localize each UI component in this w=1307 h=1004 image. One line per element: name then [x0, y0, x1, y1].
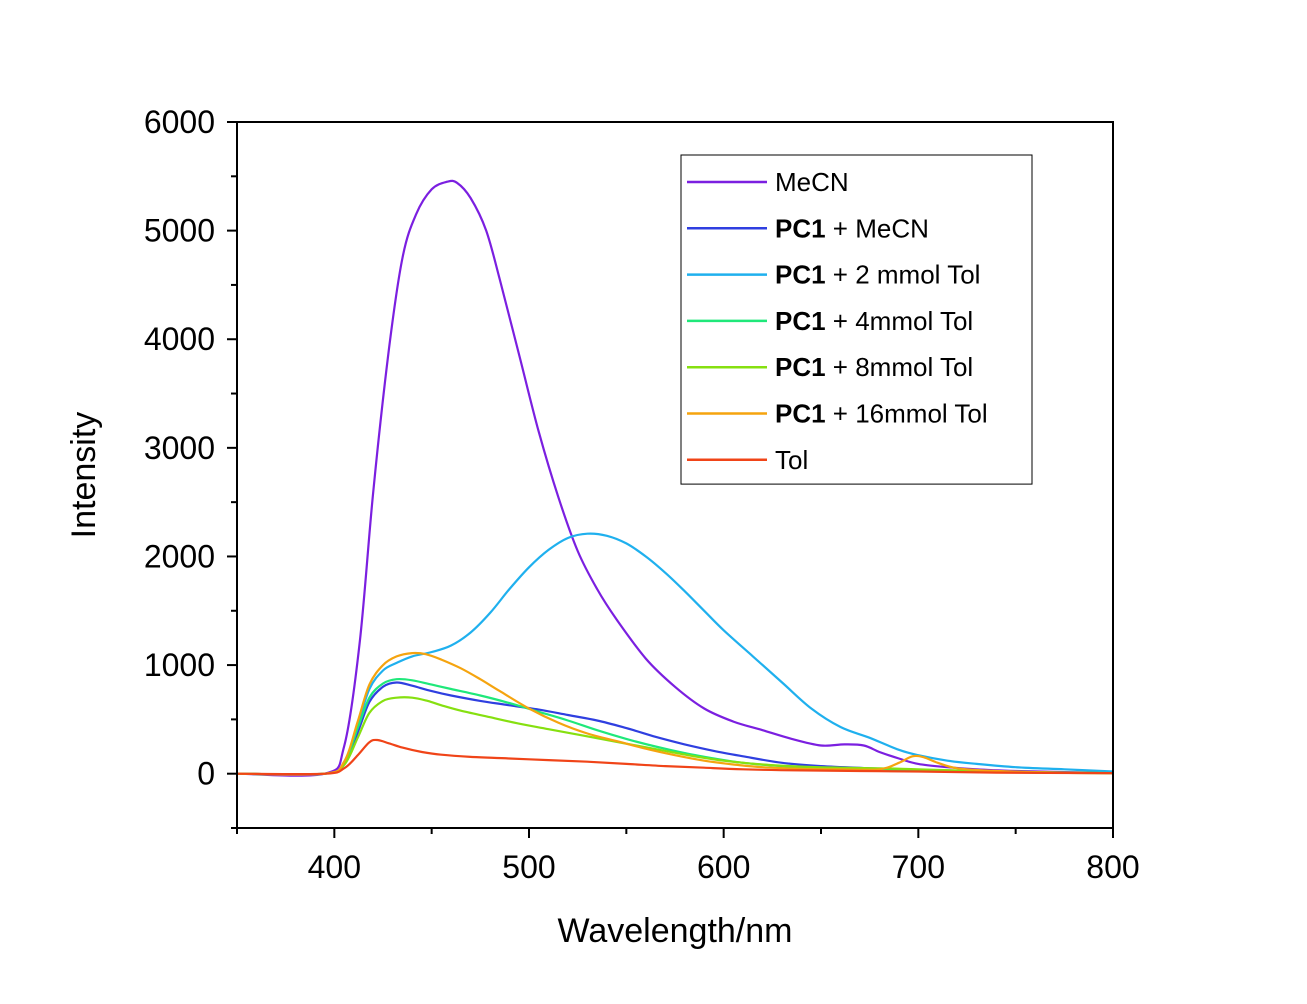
- x-axis-title: Wavelength/nm: [558, 912, 793, 950]
- series-line-2: [236, 532, 1114, 776]
- series-line-1: [236, 681, 1114, 776]
- legend-label-text: MeCN: [775, 167, 849, 197]
- x-tick-label: 400: [308, 849, 361, 885]
- legend-label-text: + 8mmol Tol: [826, 352, 974, 382]
- legend-label-text: + 16mmol Tol: [826, 399, 988, 429]
- legend-label-3: PC1 + 4mmol Tol: [775, 306, 973, 336]
- legend-label-bold: PC1: [775, 306, 826, 336]
- legend-label-text: + 2 mmol Tol: [826, 260, 981, 290]
- y-axis-title: Intensity: [65, 412, 103, 539]
- legend-label-4: PC1 + 8mmol Tol: [775, 352, 973, 382]
- y-tick-label: 1000: [144, 647, 215, 683]
- legend-label-text: + MeCN: [826, 213, 929, 243]
- legend-label-bold: PC1: [775, 352, 826, 382]
- x-tick-label: 800: [1086, 849, 1139, 885]
- legend-label-bold: PC1: [775, 213, 826, 243]
- x-tick-label: 500: [502, 849, 555, 885]
- series-line-4: [236, 696, 1114, 776]
- y-tick-label: 0: [197, 756, 215, 792]
- series-layer: [236, 179, 1114, 777]
- series-line-6: [236, 738, 1114, 776]
- legend-box: [680, 154, 1033, 485]
- legend-label-bold: PC1: [775, 399, 826, 429]
- legend-label-6: Tol: [775, 445, 808, 475]
- legend-label-text: + 4mmol Tol: [826, 306, 974, 336]
- y-tick-label: 6000: [144, 104, 215, 140]
- plot-frame: [236, 121, 1114, 829]
- y-tick-label: 2000: [144, 538, 215, 574]
- legend-label-2: PC1 + 2 mmol Tol: [775, 260, 980, 290]
- y-axis-ticks: 0 1000 2000 3000 4000 5000 6000: [144, 104, 237, 829]
- legend-label-0: MeCN: [775, 167, 849, 197]
- y-tick-label: 5000: [144, 213, 215, 249]
- x-tick-label: 700: [892, 849, 945, 885]
- x-tick-label: 600: [697, 849, 750, 885]
- legend-label-bold: PC1: [775, 260, 826, 290]
- series-line-5: [236, 651, 1114, 776]
- y-tick-label: 3000: [144, 430, 215, 466]
- legend-label-5: PC1 + 16mmol Tol: [775, 399, 988, 429]
- x-axis-ticks: 400 500 600 700 800: [236, 828, 1140, 885]
- legend-label-1: PC1 + MeCN: [775, 213, 929, 243]
- series-line-0: [236, 179, 1114, 777]
- y-tick-label: 4000: [144, 321, 215, 357]
- legend-label-text: Tol: [775, 445, 808, 475]
